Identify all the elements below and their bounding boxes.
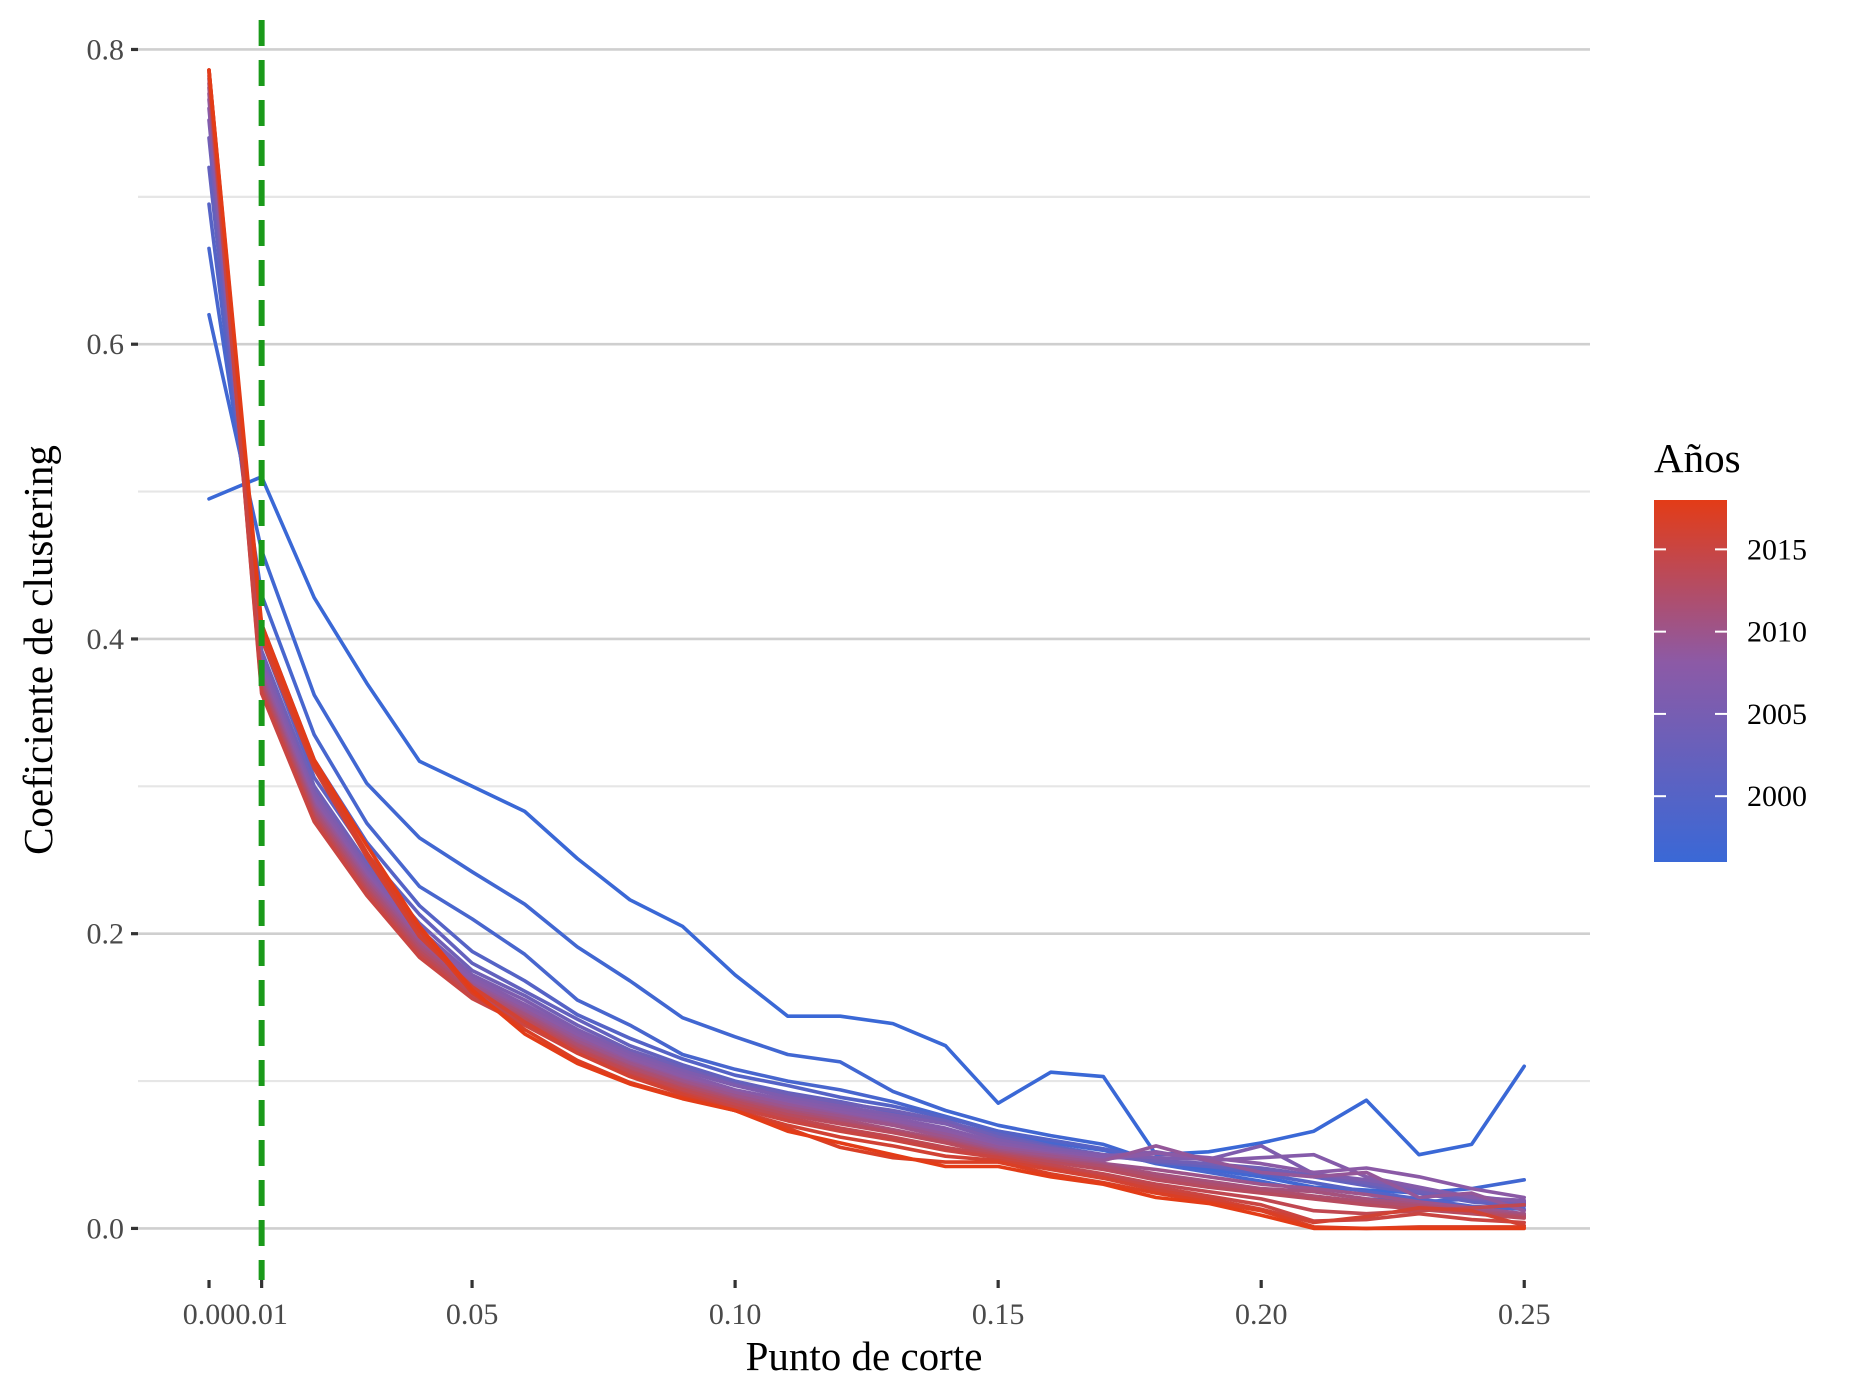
x-tick-label: 0.01 xyxy=(235,1298,288,1331)
series-line-2004 xyxy=(207,136,1526,1206)
grid-lines xyxy=(138,48,1590,1230)
color-legend: Años 2000 2005 2010 2015 xyxy=(1654,435,1807,862)
y-tick-label: 0.6 xyxy=(87,328,125,361)
x-tick-label: 0.15 xyxy=(972,1298,1025,1331)
x-tick-label: 0.20 xyxy=(1235,1298,1288,1331)
y-axis-title: Coeficiente de clustering xyxy=(15,445,61,855)
x-tick-label: 0.00 xyxy=(183,1298,236,1331)
legend-label: 2005 xyxy=(1747,698,1807,731)
legend-title: Años xyxy=(1654,435,1741,481)
series-line-1996 xyxy=(207,474,1526,1157)
axes: 0.0 0.2 0.4 0.6 0.8 0.00 0.01 0.05 0.10 0.15 0.20 0… xyxy=(87,33,1551,1331)
y-tick-label: 0.8 xyxy=(87,33,125,66)
legend-label: 2010 xyxy=(1747,616,1807,649)
series-line-2000 xyxy=(207,202,1526,1212)
series-line-2007 xyxy=(207,106,1526,1203)
legend-colorbar xyxy=(1654,500,1727,862)
y-tick-label: 0.4 xyxy=(87,623,125,656)
series-line-2010 xyxy=(207,86,1526,1216)
legend-label: 2000 xyxy=(1747,780,1807,813)
series-line-2013 xyxy=(207,74,1526,1220)
series-line-2012 xyxy=(207,77,1526,1219)
series-line-1997 xyxy=(207,312,1526,1195)
series-line-2014 xyxy=(207,71,1526,1216)
legend-label: 2015 xyxy=(1747,533,1807,566)
x-tick-label: 0.25 xyxy=(1498,1298,1551,1331)
legend-ticks: 2000 2005 2010 2015 xyxy=(1654,533,1807,813)
series-line-2015 xyxy=(207,68,1526,1225)
x-axis-title: Punto de corte xyxy=(746,1333,983,1379)
series-line-2009 xyxy=(207,91,1526,1213)
series-line-2018 xyxy=(207,68,1526,1231)
series-line-2006 xyxy=(207,118,1526,1204)
x-tick-label: 0.10 xyxy=(709,1298,762,1331)
series-line-2017 xyxy=(207,68,1526,1231)
series-lines xyxy=(207,68,1526,1231)
series-line-2016 xyxy=(207,68,1526,1228)
x-tick-label: 0.05 xyxy=(446,1298,499,1331)
series-line-2011 xyxy=(207,81,1526,1217)
series-line-2002 xyxy=(207,165,1526,1209)
y-tick-label: 0.2 xyxy=(87,918,125,951)
series-line-2008 xyxy=(207,97,1526,1200)
y-tick-label: 0.0 xyxy=(87,1212,125,1245)
series-line-1998 xyxy=(207,246,1526,1206)
